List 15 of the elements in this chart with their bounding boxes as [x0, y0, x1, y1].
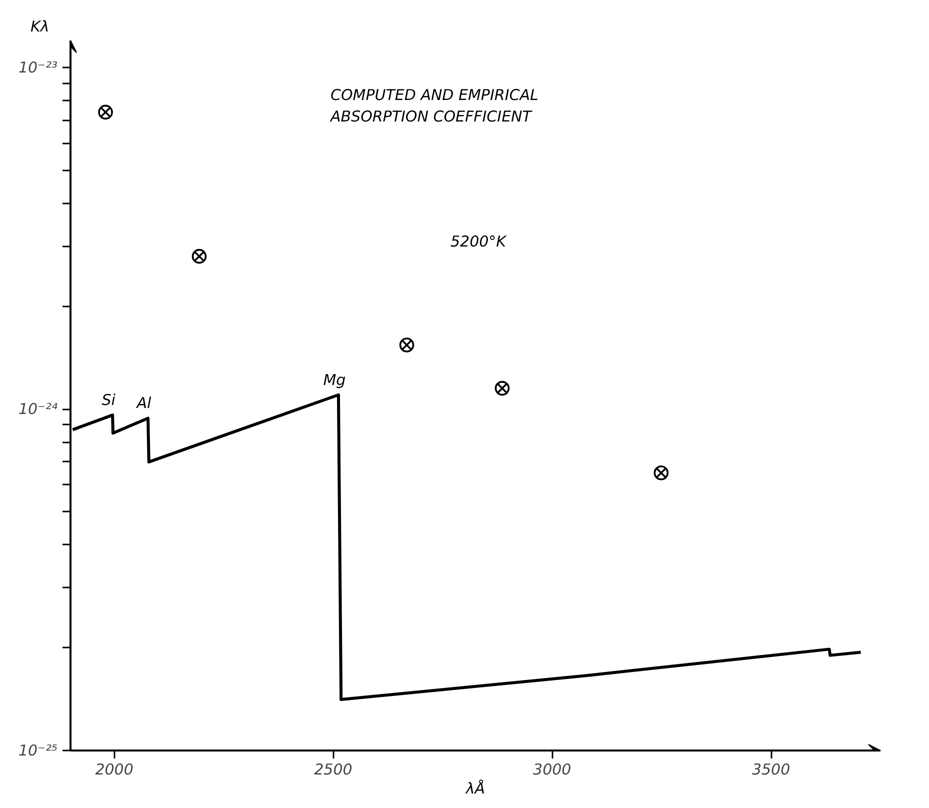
y-tick-label: 10⁻²⁵: [18, 742, 58, 760]
x-axis-title: λÅ: [464, 780, 486, 798]
annotation: Mg: [323, 370, 346, 389]
y-axis-title: Kλ: [30, 18, 50, 36]
x-tick-label: 2500: [314, 760, 352, 778]
annotation: 5200°K: [450, 232, 508, 250]
text: COMPUTED AND EMPIRICAL ABSORPTION COEFFICIENT: [330, 86, 538, 126]
x-tick-label: 3500: [752, 760, 790, 778]
x-tick-label: 3000: [533, 760, 572, 778]
annotation: Si: [102, 391, 116, 410]
x-tick-label: 2000: [95, 760, 134, 778]
annotation: Al: [136, 394, 152, 412]
y-tick-label: 10⁻²⁴: [18, 400, 58, 418]
point: [399, 338, 414, 352]
y-tick-label: 10⁻²³: [18, 58, 58, 77]
